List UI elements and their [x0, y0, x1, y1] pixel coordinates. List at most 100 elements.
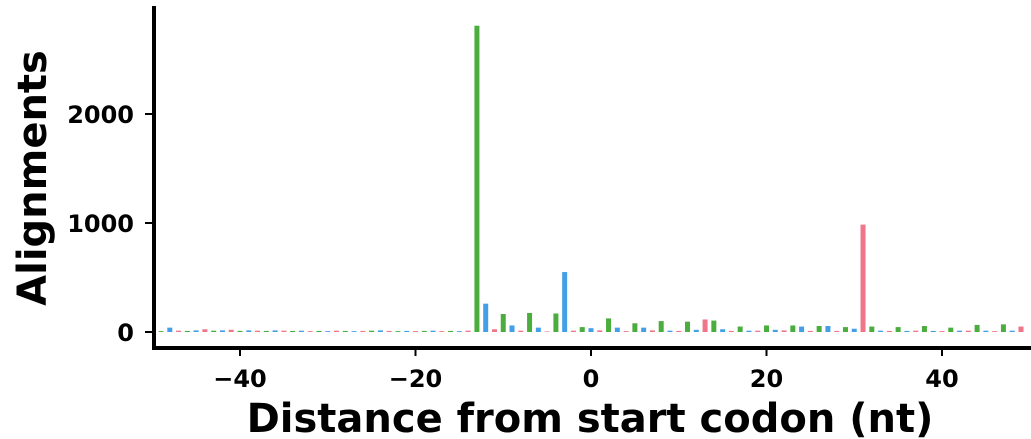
bar — [351, 331, 357, 332]
bar — [439, 331, 445, 332]
bar — [772, 329, 778, 332]
bar — [176, 330, 182, 332]
y-ticks: 0 1000 2000 — [67, 101, 154, 347]
bar — [685, 321, 691, 332]
bar — [219, 330, 225, 332]
bar — [649, 330, 655, 332]
bar — [527, 312, 533, 332]
bar — [878, 330, 884, 332]
bar — [667, 330, 673, 332]
bar — [728, 330, 734, 332]
bar — [957, 330, 963, 332]
bar — [702, 319, 708, 332]
bar — [237, 330, 243, 332]
bar — [395, 331, 401, 332]
bar — [816, 326, 822, 332]
bar — [693, 329, 699, 332]
bar — [965, 330, 971, 332]
bar — [781, 330, 787, 332]
bar — [325, 331, 331, 332]
bar — [334, 330, 340, 332]
bar — [448, 330, 454, 332]
bar — [860, 224, 866, 332]
bar — [474, 25, 480, 333]
bar — [606, 318, 612, 333]
bar — [456, 331, 462, 332]
bar — [553, 313, 559, 332]
bar — [1018, 326, 1024, 332]
bar — [632, 323, 638, 332]
bar — [404, 330, 410, 332]
bar — [1009, 330, 1015, 332]
bar — [676, 330, 682, 332]
bar — [746, 330, 752, 332]
bar — [316, 330, 322, 332]
x-axis-title: Distance from start codon (nt) — [247, 396, 934, 439]
bar — [588, 328, 594, 332]
bar — [535, 327, 541, 332]
bar — [720, 329, 726, 332]
bar — [974, 324, 980, 332]
x-tick-label: −40 — [213, 365, 267, 393]
bar — [290, 330, 296, 332]
bar — [614, 327, 620, 332]
bar — [1000, 324, 1006, 332]
bar — [948, 327, 954, 332]
bar — [430, 330, 436, 332]
bar — [421, 330, 427, 332]
x-tick-label: 20 — [750, 365, 783, 393]
y-axis-title: Alignments — [10, 50, 56, 306]
bar — [246, 330, 252, 332]
bar — [570, 330, 576, 332]
bar — [755, 330, 761, 332]
y-tick-label: 1000 — [67, 210, 134, 238]
bar — [483, 303, 489, 332]
bar — [211, 330, 217, 332]
y-tick-label: 2000 — [67, 101, 134, 129]
bar — [834, 330, 840, 332]
bar — [597, 330, 603, 332]
bar — [764, 325, 769, 332]
bar — [158, 331, 164, 332]
bar — [342, 330, 348, 332]
bar — [869, 326, 875, 332]
bar — [921, 326, 927, 332]
bar — [799, 326, 805, 332]
x-tick-label: −20 — [389, 365, 443, 393]
bar — [518, 330, 524, 332]
bar — [895, 327, 901, 332]
bar — [202, 329, 208, 332]
bar — [360, 330, 366, 332]
bar — [184, 330, 190, 332]
y-tick-label: 0 — [117, 319, 134, 347]
bar — [992, 331, 998, 332]
bar — [711, 320, 717, 332]
bar — [790, 325, 796, 332]
bar — [193, 330, 199, 332]
bar — [842, 327, 848, 332]
bar — [825, 326, 831, 332]
bar — [263, 330, 269, 332]
bar — [562, 272, 568, 332]
bar — [307, 331, 313, 332]
bar — [623, 331, 629, 332]
bar — [281, 330, 287, 332]
bar — [851, 328, 857, 332]
bar — [500, 314, 506, 332]
bars — [158, 25, 1024, 333]
x-tick-label: 0 — [583, 365, 600, 393]
bar — [386, 330, 392, 332]
bar — [491, 329, 497, 332]
bar — [228, 329, 234, 332]
bar — [413, 331, 418, 332]
bar — [939, 331, 945, 332]
x-ticks: −40 −20 0 20 40 — [213, 348, 959, 393]
bar — [913, 330, 919, 332]
x-tick-label: 40 — [925, 365, 958, 393]
bar — [465, 330, 471, 332]
bar — [641, 327, 647, 332]
bar — [904, 330, 910, 332]
bar — [983, 330, 989, 332]
bar — [544, 331, 550, 332]
